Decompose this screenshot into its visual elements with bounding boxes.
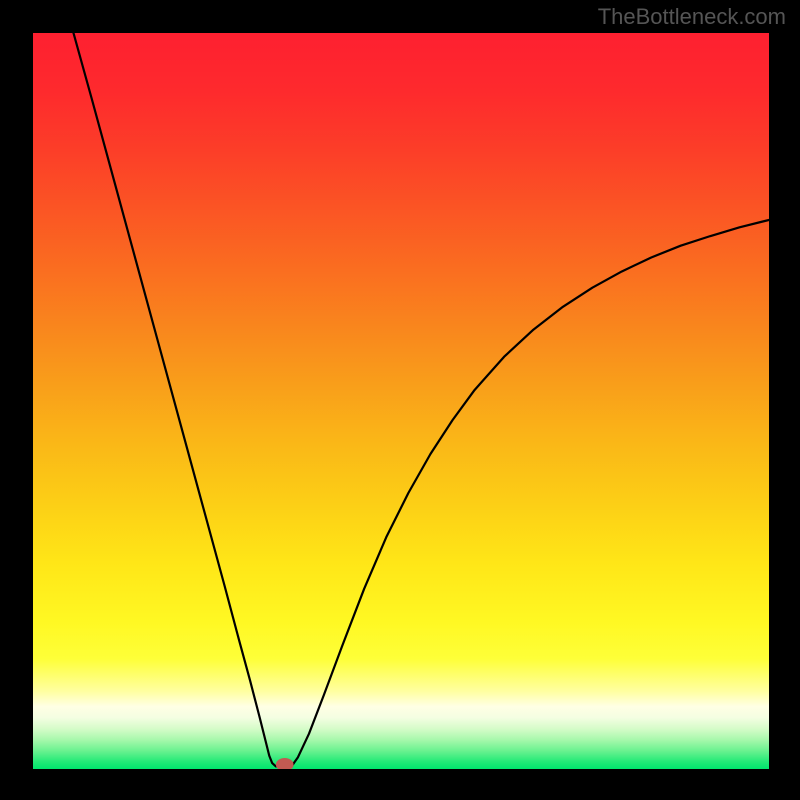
chart-container: TheBottleneck.com — [0, 0, 800, 800]
gradient-background — [33, 33, 769, 769]
chart-svg — [33, 33, 769, 769]
plot-area — [33, 33, 769, 769]
watermark-text: TheBottleneck.com — [598, 4, 786, 30]
